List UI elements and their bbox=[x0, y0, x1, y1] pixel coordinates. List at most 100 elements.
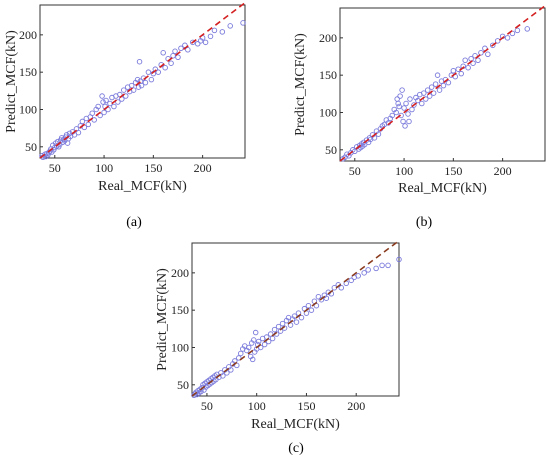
scatter-point bbox=[101, 109, 107, 116]
panel-a-reference-line bbox=[39, 2, 246, 159]
panel-b-frame bbox=[339, 7, 546, 162]
scatter-point bbox=[450, 67, 457, 74]
panel-c: 50 100 150 200 50 100 150 200 Real_MCF(kN) Pred… bbox=[155, 240, 402, 456]
scatter-point bbox=[85, 121, 92, 128]
scatter-point bbox=[236, 355, 242, 361]
panel-b-reference-line bbox=[339, 5, 546, 162]
panel-a: 50 100 150 200 50 100 150 200 Real_MCF(kN) Pred… bbox=[4, 2, 246, 230]
scatter-point bbox=[115, 99, 121, 105]
panel-b-ticks: 50 100 150 200 50 100 150 200 bbox=[319, 31, 512, 178]
scatter-point bbox=[396, 103, 402, 110]
scatter-point bbox=[434, 72, 441, 78]
scatter-point bbox=[220, 373, 226, 379]
scatter-point bbox=[318, 296, 325, 303]
scatter-point bbox=[419, 100, 425, 107]
scatter-point bbox=[432, 81, 439, 87]
scatter-point bbox=[136, 58, 143, 65]
panel-a-ylabel: Predict_MCF(kN) bbox=[4, 30, 19, 133]
scatter-point bbox=[475, 57, 481, 63]
scatter-point bbox=[400, 118, 406, 125]
scatter-point bbox=[428, 84, 435, 90]
panel-c-caption: (c) bbox=[288, 441, 304, 456]
scatter-point bbox=[99, 93, 105, 99]
scatter-point bbox=[293, 319, 300, 325]
scatter-point bbox=[402, 123, 408, 129]
scatter-point bbox=[465, 64, 471, 71]
scatter-point bbox=[470, 60, 476, 66]
x-tick-label: 200 bbox=[194, 161, 212, 175]
scatter-point bbox=[79, 118, 86, 125]
x-tick-label: 50 bbox=[349, 164, 361, 178]
scatter-point bbox=[178, 45, 184, 52]
scatter-point bbox=[440, 82, 447, 89]
scatter-point bbox=[373, 265, 379, 272]
scatter-point bbox=[411, 102, 417, 108]
scatter-point bbox=[162, 64, 168, 71]
scatter-point bbox=[75, 129, 82, 136]
y-tick-label: 200 bbox=[319, 31, 337, 45]
scatter-point bbox=[504, 35, 511, 41]
scatter-point bbox=[409, 106, 415, 113]
y-tick-label: 200 bbox=[19, 28, 37, 42]
panel-c-ylabel: Predict_MCF(kN) bbox=[155, 268, 170, 371]
y-tick-label: 100 bbox=[319, 105, 337, 119]
scatter-point bbox=[524, 26, 531, 32]
scatter-point bbox=[100, 99, 106, 105]
scatter-point bbox=[478, 50, 484, 56]
panel-a-frame bbox=[39, 4, 246, 159]
x-tick-label: 50 bbox=[201, 399, 213, 413]
scatter-point bbox=[396, 256, 402, 263]
scatter-point bbox=[202, 39, 209, 46]
y-tick-label: 200 bbox=[171, 266, 189, 280]
scatter-point bbox=[160, 50, 166, 56]
scatter-point bbox=[422, 96, 429, 102]
scatter-point bbox=[514, 27, 521, 34]
scatter-point bbox=[227, 23, 233, 29]
scatter-point bbox=[430, 90, 437, 96]
scatter-point bbox=[462, 57, 468, 63]
scatter-point bbox=[445, 79, 452, 86]
scatter-point bbox=[219, 29, 226, 35]
scatter-point bbox=[397, 93, 403, 99]
scatter-point bbox=[91, 117, 97, 123]
panel-b-xlabel: Real_MCF(kN) bbox=[398, 181, 487, 196]
scatter-point bbox=[134, 76, 141, 83]
scatter-point bbox=[338, 285, 345, 291]
x-tick-label: 100 bbox=[248, 399, 266, 413]
scatter-point bbox=[168, 60, 174, 66]
panel-c-frame bbox=[191, 242, 400, 397]
scatter-point bbox=[249, 356, 256, 363]
panel-a-xlabel: Real_MCF(kN) bbox=[98, 179, 187, 194]
y-tick-label: 50 bbox=[325, 143, 337, 157]
scatter-point bbox=[185, 47, 191, 53]
x-tick-label: 150 bbox=[297, 399, 315, 413]
scatter-point bbox=[175, 54, 181, 60]
panel-a-ticks: 50 100 150 200 50 100 150 200 bbox=[19, 28, 212, 175]
panel-b-ylabel: Predict_MCF(kN) bbox=[293, 33, 308, 136]
y-tick-label: 100 bbox=[171, 340, 189, 354]
scatter-point bbox=[424, 87, 431, 93]
y-tick-label: 150 bbox=[171, 303, 189, 317]
scatter-point bbox=[308, 307, 315, 313]
scatter-point bbox=[291, 313, 298, 319]
scatter-point bbox=[238, 350, 244, 357]
scatter-point bbox=[89, 110, 95, 116]
scatter-point bbox=[305, 302, 312, 309]
scatter-point bbox=[385, 262, 391, 269]
x-tick-label: 100 bbox=[395, 164, 413, 178]
scatter-point bbox=[194, 41, 201, 47]
scatter-point bbox=[406, 118, 412, 125]
y-tick-label: 150 bbox=[319, 68, 337, 82]
panel-c-points bbox=[191, 256, 402, 399]
scatter-point bbox=[472, 53, 478, 59]
panel-a-caption: (a) bbox=[126, 215, 142, 230]
scatter-point bbox=[95, 103, 101, 110]
scatter-point bbox=[255, 338, 262, 345]
panel-b-points bbox=[340, 26, 531, 162]
y-tick-label: 50 bbox=[25, 140, 37, 154]
scatter-point bbox=[458, 70, 464, 77]
scatter-point bbox=[298, 314, 305, 321]
y-tick-label: 100 bbox=[19, 102, 37, 116]
scatter-point bbox=[399, 87, 405, 93]
